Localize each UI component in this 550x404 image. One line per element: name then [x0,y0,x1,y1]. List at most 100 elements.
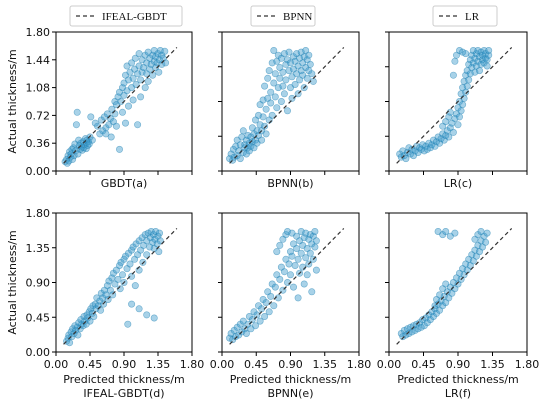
scatter-point [132,81,140,89]
scatter-point [112,122,120,130]
scatter-point [303,74,311,82]
scatter-point [285,260,293,268]
scatter-point [279,68,287,76]
panel-ifeal-gbdt-d: 0.00 0.45 0.90 1.35 1.80 0.00 0.45 0.90 1.35 1.80… [6,207,204,400]
scatter-point [268,111,276,119]
scatter-point [116,285,124,293]
y-tick-label: 0.00 [26,165,51,178]
scatter-points [226,228,320,344]
y-axis-label: Actual thickness/m [6,49,19,153]
scatter-point [442,280,450,288]
scatter-point [109,291,117,299]
scatter-point [129,74,137,82]
scatter-point [116,145,124,153]
scatter-point [270,46,278,54]
panel-label: BPNN(b) [267,177,313,190]
scatter-point [311,243,319,251]
x-tick-label: 0.00 [44,358,69,371]
scatter-point [445,133,453,141]
scatter-point [283,107,291,115]
scatter-point [312,266,320,274]
scatter-point [482,238,490,246]
scatter-point [252,322,260,330]
scatter-point [483,229,491,237]
scatter-point [297,249,305,257]
panel-label: GBDT(a) [101,177,148,190]
scatter-point [270,79,278,87]
scatter-point [288,252,296,260]
panel-lr-c: LR LR(c) [385,5,528,190]
scatter-point [271,93,279,101]
scatter-point [155,248,163,256]
x-axis-label: Predicted thickness/m [230,373,352,386]
scatter-point [465,76,473,84]
scatter-point [463,82,471,90]
scatter-point [289,283,297,291]
scatter-point [141,84,149,92]
scatter-point [161,47,169,55]
reference-line [63,47,178,164]
scatter-point [485,46,493,54]
legend-box [69,5,183,27]
scatter-point [137,93,145,101]
scatter-point [125,102,133,110]
scatter-point [277,98,285,106]
scatter-point [128,272,136,280]
scatter-point [303,271,311,279]
y-tick-label: 1.80 [26,26,51,39]
scatter-point [449,128,457,136]
y-tick-label: 1.08 [26,82,51,95]
scatter-point [90,312,98,320]
scatter-point [305,51,313,59]
scatter-point [72,121,80,129]
scatter-point [124,320,132,328]
scatter-point [279,82,287,90]
scatter-point [114,275,122,283]
scatter-point [126,260,134,268]
panel-label: BPNN(e) [268,387,314,400]
scatter-point [483,62,491,70]
x-axis-label: Predicted thickness/m [63,373,185,386]
panel-label: IFEAL-GBDT(d) [83,387,164,400]
x-tick-label: 1.80 [515,358,540,371]
x-tick-label: 1.35 [313,358,338,371]
y-axis-label: Actual thickness/m [6,230,19,334]
scatter-point [119,271,127,279]
scatter-point [236,155,244,163]
x-tick-label: 1.35 [146,358,171,371]
scatter-point [135,305,143,313]
scatter-point [253,311,261,319]
scatter-point [265,67,273,75]
y-tick-label: 0.45 [26,311,51,324]
scatter-point [88,136,96,144]
scatter-point [459,101,467,109]
scatter-point [69,155,77,163]
x-tick-label: 0.90 [112,358,137,371]
scatter-point [457,107,465,115]
scatter-point [291,261,299,269]
scatter-point [262,130,270,138]
scatter-point [273,248,281,256]
scatter-point [308,70,316,78]
legend-label: BPNN [283,11,312,23]
legend-label: IFEAL-GBDT [102,11,167,23]
scatter-point [302,254,310,262]
scatter-point [261,82,269,90]
scatter-point [111,110,119,118]
scatter-point [475,67,483,75]
scatter-point [267,88,275,96]
panel-bpnn-b: BPNN BPNN(b) [218,5,360,190]
scatter-point [276,241,284,249]
scatter-point [264,74,272,82]
scatter-point [128,59,136,67]
scatter-point [137,76,145,84]
scatter-point [119,108,127,116]
scatter-point [143,251,151,259]
scatter-point [87,113,95,121]
scatter-point [129,96,137,104]
scatter-point [282,76,290,84]
scatter-point [276,275,284,283]
scatter-point [265,308,273,316]
reference-line [229,47,345,164]
scatter-point [451,57,459,65]
